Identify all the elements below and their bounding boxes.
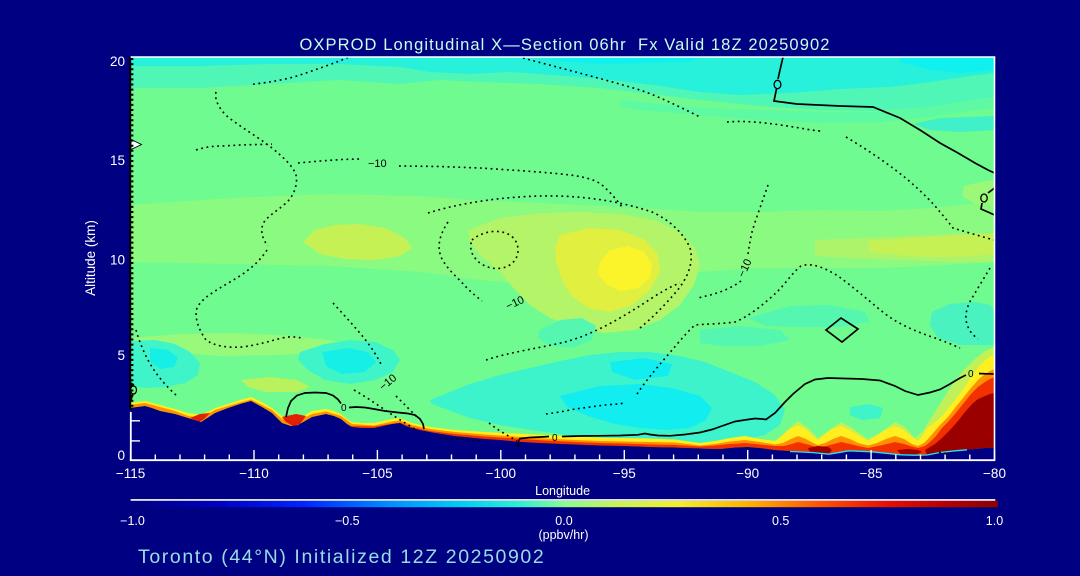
svg-text:0: 0 bbox=[968, 369, 974, 380]
svg-text:Toronto (44°N) Initialized 12Z: Toronto (44°N) Initialized 12Z 20250902 bbox=[138, 546, 545, 568]
svg-text:(ppbv/hr): (ppbv/hr) bbox=[538, 528, 588, 542]
svg-text:−1.0: −1.0 bbox=[120, 514, 145, 528]
svg-text:0.0: 0.0 bbox=[555, 514, 572, 528]
svg-text:−110: −110 bbox=[239, 466, 268, 481]
svg-text:−0.5: −0.5 bbox=[335, 514, 360, 528]
svg-text:0: 0 bbox=[341, 403, 347, 414]
svg-text:−100: −100 bbox=[486, 466, 516, 481]
svg-text:−80: −80 bbox=[983, 466, 1006, 481]
svg-text:0.5: 0.5 bbox=[772, 514, 789, 528]
svg-text:−85: −85 bbox=[860, 466, 883, 481]
svg-text:10: 10 bbox=[110, 253, 125, 268]
svg-text:1.0: 1.0 bbox=[986, 514, 1003, 528]
svg-text:−95: −95 bbox=[613, 466, 636, 481]
svg-text:20: 20 bbox=[110, 54, 125, 69]
svg-text:−10: −10 bbox=[368, 158, 387, 170]
svg-text:OXPROD Longitudinal X—Section: OXPROD Longitudinal X—Section 06hr Fx Va… bbox=[299, 36, 830, 54]
svg-text:0: 0 bbox=[117, 448, 125, 463]
svg-text:0: 0 bbox=[552, 433, 558, 444]
svg-text:−90: −90 bbox=[736, 466, 759, 481]
svg-text:−115: −115 bbox=[116, 466, 145, 481]
svg-text:15: 15 bbox=[110, 153, 125, 168]
svg-text:Altitude (km): Altitude (km) bbox=[83, 220, 98, 296]
svg-text:Longitude: Longitude bbox=[535, 484, 590, 498]
svg-text:−105: −105 bbox=[362, 466, 392, 481]
svg-text:5: 5 bbox=[117, 348, 125, 363]
